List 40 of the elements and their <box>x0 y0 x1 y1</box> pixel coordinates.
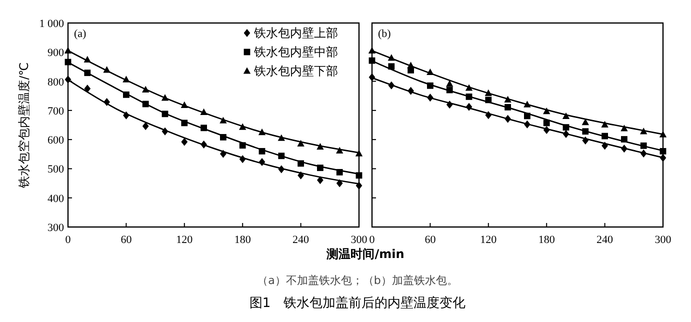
x-tick-label: 240 <box>292 234 310 246</box>
chart-title: (a) <box>74 28 87 40</box>
x-axis-title: 测温时间/min <box>326 247 404 261</box>
point <box>582 118 589 126</box>
point <box>84 84 91 93</box>
x-tick-label: 180 <box>538 234 556 246</box>
x-tick-label: 240 <box>596 234 614 246</box>
legend-label: 铁水包内壁中部 <box>253 45 338 59</box>
x-tick-label: 0 <box>369 234 376 246</box>
x-tick-label: 120 <box>176 234 194 246</box>
point <box>356 182 362 190</box>
point <box>317 176 324 184</box>
x-tick-label: 180 <box>234 234 252 246</box>
y-tick-label: 300 <box>48 222 64 234</box>
legend-label: 铁水包内壁下部 <box>253 64 338 78</box>
chart-title: (b) <box>378 28 392 40</box>
point <box>181 138 188 146</box>
point <box>142 122 149 130</box>
point <box>659 130 667 138</box>
x-tick-label: 300 <box>350 234 368 246</box>
caption: 图1 铁水包加盖前后的内壁温度变化 <box>249 295 466 311</box>
y-tick-label: 800 <box>48 76 64 88</box>
y-tick-label: 500 <box>48 164 64 176</box>
y-tick-label: 900 <box>48 47 64 60</box>
point <box>336 179 343 188</box>
x-tick-label: 300 <box>654 234 672 246</box>
y-tick-label: 700 <box>48 105 64 118</box>
point <box>446 80 454 87</box>
y-axis-title: 铁水包空包内壁温度/℃ <box>17 62 31 189</box>
x-tick-label: 0 <box>65 234 72 246</box>
x-tick-label: 120 <box>480 234 498 246</box>
point <box>620 124 628 132</box>
text: （a）不加盖铁水包；（b）加盖铁水包。 <box>257 274 458 287</box>
y-tick-label: 400 <box>48 192 64 205</box>
x-tick-label: 60 <box>120 234 132 246</box>
y-tick-label: 600 <box>48 134 64 147</box>
legend-label: 铁水包内壁上部 <box>253 26 338 40</box>
x-tick-label: 60 <box>424 234 436 246</box>
point <box>355 150 363 156</box>
y-tick-label: 1 000 <box>39 18 64 30</box>
